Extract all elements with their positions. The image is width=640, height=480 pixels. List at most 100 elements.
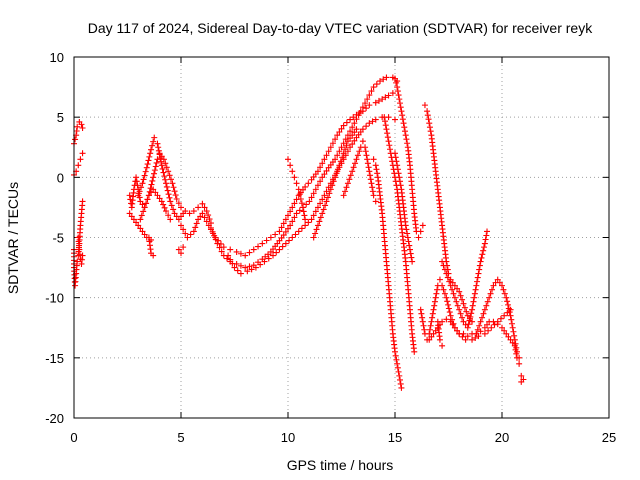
data-point-arc-t bbox=[409, 258, 416, 265]
data-point-arc-t bbox=[396, 178, 403, 185]
data-point-arc-s bbox=[395, 92, 402, 99]
data-point-arc-l bbox=[317, 178, 324, 185]
data-point-arc-y bbox=[469, 306, 476, 313]
data-point-arc-w bbox=[428, 333, 435, 340]
x-axis-label: GPS time / hours bbox=[287, 457, 394, 473]
data-point-arc-m bbox=[279, 243, 286, 250]
data-point-arc-p bbox=[368, 180, 375, 187]
data-point-arc-h bbox=[165, 212, 172, 219]
data-point-arc-q bbox=[398, 384, 405, 391]
data-point-arc-p bbox=[356, 148, 363, 155]
data-point-arc-v bbox=[454, 285, 461, 292]
data-point-arc-f bbox=[139, 228, 146, 235]
data-point-arc-v bbox=[464, 312, 471, 319]
data-point-arc-u bbox=[420, 322, 427, 329]
data-point-arc-p bbox=[342, 188, 349, 195]
data-point-arc-y bbox=[482, 236, 489, 243]
data-point-arc-k bbox=[302, 183, 309, 190]
data-point-arc-w bbox=[443, 316, 450, 323]
data-point-arc-tail bbox=[518, 372, 525, 379]
data-point-arc-k bbox=[327, 144, 334, 151]
data-point-arc-p bbox=[367, 176, 374, 183]
data-point-arc-t bbox=[405, 238, 412, 245]
data-point-arc-g bbox=[161, 173, 168, 180]
data-point-arc-y bbox=[444, 274, 451, 281]
data-point-arc-e bbox=[137, 198, 144, 205]
data-point-arc-z bbox=[490, 282, 497, 289]
data-point-arc-y bbox=[439, 258, 446, 265]
data-point-arc-y bbox=[467, 313, 474, 320]
data-point-arc-g bbox=[143, 164, 150, 171]
data-point-arc-e bbox=[166, 172, 173, 179]
data-point-arc-s bbox=[401, 128, 408, 135]
data-point-arc-l bbox=[308, 194, 315, 201]
data-point-arc-p bbox=[343, 184, 350, 191]
data-point-arc-y bbox=[479, 251, 486, 258]
data-point-arc-l bbox=[246, 263, 253, 270]
data-point-arc-u bbox=[445, 301, 452, 308]
data-point-arc-p bbox=[369, 188, 376, 195]
data-point-arc-a bbox=[72, 136, 79, 143]
data-point-arc-g bbox=[138, 184, 145, 191]
data-point-arc-l bbox=[280, 232, 287, 239]
data-point-arc-p bbox=[354, 152, 361, 159]
data-point-arc-z bbox=[474, 326, 481, 333]
x-tick-label: 20 bbox=[495, 430, 509, 445]
data-point-arc-l bbox=[383, 74, 390, 81]
data-point-arc-k bbox=[187, 231, 194, 238]
data-point-arc-h bbox=[145, 192, 152, 199]
data-point-arc-u bbox=[440, 286, 447, 293]
data-point-arc-m bbox=[351, 137, 358, 144]
data-point-arc-k bbox=[314, 168, 321, 175]
data-point-arc-y bbox=[460, 318, 467, 325]
data-point-arc-r bbox=[387, 146, 394, 153]
data-point-arc-o bbox=[317, 214, 324, 221]
data-point-arc-z bbox=[483, 302, 490, 309]
y-axis-label: SDTVAR / TECUs bbox=[5, 182, 21, 294]
data-point-arc-n bbox=[285, 156, 291, 163]
data-point-arc-e bbox=[165, 168, 172, 175]
data-point-arc-f bbox=[128, 213, 135, 220]
data-point-arc-o bbox=[323, 198, 330, 205]
data-point-arc-o bbox=[326, 190, 333, 197]
data-point-arc-j bbox=[180, 244, 187, 251]
data-point-arc-y bbox=[474, 274, 481, 281]
data-point-arc-j bbox=[175, 246, 182, 253]
data-point-arc-e bbox=[150, 174, 157, 181]
data-point-arc-g bbox=[156, 151, 163, 158]
data-point-arc-n bbox=[287, 162, 294, 169]
data-point-arc-p bbox=[362, 148, 369, 155]
data-point-arc-l bbox=[373, 81, 380, 88]
data-point-arc-m bbox=[229, 260, 236, 267]
data-point-arc-q bbox=[396, 372, 403, 379]
data-point-arc-g bbox=[160, 169, 167, 176]
data-point-arc-u bbox=[472, 334, 479, 341]
data-point-arc-x bbox=[439, 342, 446, 349]
data-point-arc-m bbox=[270, 252, 277, 259]
data-point-arc-o bbox=[337, 158, 344, 165]
data-point-arc-y bbox=[453, 298, 460, 305]
data-point-arc-y bbox=[449, 286, 456, 293]
data-point-arc-y bbox=[470, 298, 477, 305]
data-point-arc-l bbox=[287, 222, 294, 229]
data-point-arc-m bbox=[349, 141, 356, 148]
data-point-arc-h bbox=[158, 198, 165, 205]
data-point-arc-p bbox=[350, 164, 357, 171]
data-point-arc-f bbox=[137, 225, 144, 232]
data-point-arc-e bbox=[168, 176, 175, 183]
data-point-arc-l bbox=[357, 108, 364, 115]
data-point-arc-p bbox=[349, 168, 356, 175]
data-point-arc-m bbox=[347, 144, 354, 151]
data-point-arc-k bbox=[280, 220, 287, 227]
data-point-arc-z bbox=[506, 309, 513, 316]
data-point-arc-y bbox=[484, 228, 491, 235]
data-point-arc-q bbox=[372, 162, 379, 169]
data-point-arc-g bbox=[148, 146, 155, 153]
data-point-arc-s bbox=[396, 100, 403, 107]
data-points bbox=[71, 74, 527, 391]
data-point-arc-u bbox=[469, 336, 476, 343]
data-point-arc-v bbox=[421, 102, 428, 109]
data-point-arc-w bbox=[484, 321, 491, 328]
data-point-arc-u bbox=[446, 309, 453, 316]
